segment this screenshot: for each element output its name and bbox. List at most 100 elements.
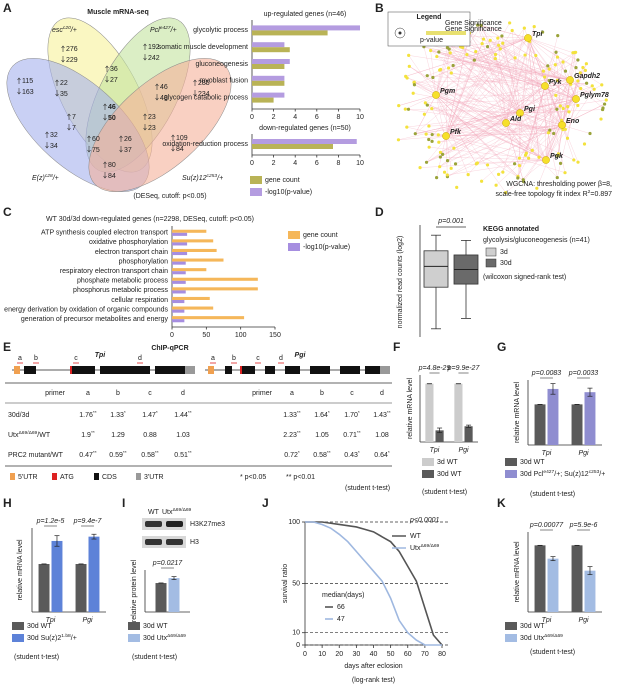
venn-count-down: 84 [108,173,116,180]
network-edge [498,98,577,175]
text-part: /+ [170,27,177,34]
text-part: 1.44 [174,412,188,419]
p-value: p=4.8e-29 [418,365,451,372]
network-node [472,58,476,62]
network-edge [527,37,578,106]
network-edge [398,135,447,140]
table-cell: 1.44** [174,410,192,419]
table-cell: 0.47** [79,450,97,459]
x-tick-label: 2 [272,160,276,167]
network-edge [445,135,566,173]
network-edge [438,124,563,143]
network-edge [445,32,470,137]
venn-count-up: 192 [148,44,160,51]
bar [252,144,333,149]
legend-swatch [128,622,140,630]
legend-label: 30d WT [27,623,52,630]
network-node [574,50,578,54]
network-node [476,23,480,27]
network-edge [425,98,577,104]
network-edge [477,25,563,126]
venn-count-down: 75 [92,147,100,154]
network-edge [557,80,563,126]
text-part: Su(z)12 [182,175,207,182]
gene-label: Pyk [549,79,563,86]
network-edge [502,43,563,126]
network-node [563,69,568,73]
category-label: glycolytic process [193,27,248,34]
arrow-icon [103,172,107,179]
network-edge [505,122,527,154]
network-edge [527,37,602,86]
network-edge [425,102,547,161]
bar [172,261,186,265]
legend-label: 30d UtxΔ69/Δ69 [520,633,563,642]
network-edge [435,94,533,151]
venn-set-label: Pcle427/+ [150,25,177,34]
network-node [479,23,483,27]
network-node [565,136,570,140]
lane-label: WT [148,509,160,516]
network-node [445,45,450,50]
network-edge [569,52,574,81]
text-part: 0.71 [343,432,357,439]
text-part: e427 [543,469,554,475]
venn-count-down: 84 [176,146,184,153]
chart-note: (student t-test) [530,491,575,498]
network-node [496,43,501,47]
exon [72,366,95,374]
network-node [555,78,560,82]
network-edge [436,56,521,114]
text-part: 1.33 [283,412,297,419]
x-tick-label: 60 [404,651,412,658]
network-edge [545,89,595,161]
panel-label: G [497,340,506,354]
network-edge [505,122,524,182]
y-axis-label: relative mRNA level [17,539,24,601]
y-axis-label: relative protein level [131,559,138,622]
category-label: myoblast fusion [199,78,248,85]
network-node [427,137,431,142]
bar [155,583,167,612]
text-part: ** [357,430,361,436]
network-edge [450,37,529,54]
network-node [485,163,490,167]
text-part: c28 [45,173,53,179]
bar [547,558,559,612]
arrow-icon [105,65,109,72]
arrow-icon [171,145,175,152]
network-node [422,112,427,116]
network-edge [405,37,529,77]
network-edge [465,34,521,114]
network-node [413,132,417,136]
table-header: d [181,390,185,397]
network-edge [469,32,521,114]
text-part: * [156,410,158,416]
legend-swatch [485,247,497,257]
panel-label: D [375,205,384,219]
network-node [449,71,453,75]
venn-count-up: 80 [108,162,116,169]
network-node [465,52,469,57]
network-edge [545,61,564,161]
bar [172,290,186,294]
arrow-icon [87,135,91,142]
network-hub [516,109,524,117]
text-part: /+; Su(z)12 [554,471,589,478]
venn-count-up: 276 [66,46,78,53]
legend-label: 30d WT [143,623,168,630]
network-node [523,153,528,157]
network-edge [505,159,547,193]
arrow-icon [171,134,175,141]
text-part: 0.43 [344,452,358,459]
panel-label: H [3,496,12,510]
text-part: Δ69/Δ69 [19,430,38,436]
network-node [403,107,407,111]
network-node [451,63,455,68]
text-part: 1.b8 [61,633,71,639]
network-node [588,131,592,136]
network-edge [445,130,550,137]
x-tick-label: 50 [202,332,210,339]
legend-swatch [10,473,15,480]
text-part: * [358,450,360,456]
